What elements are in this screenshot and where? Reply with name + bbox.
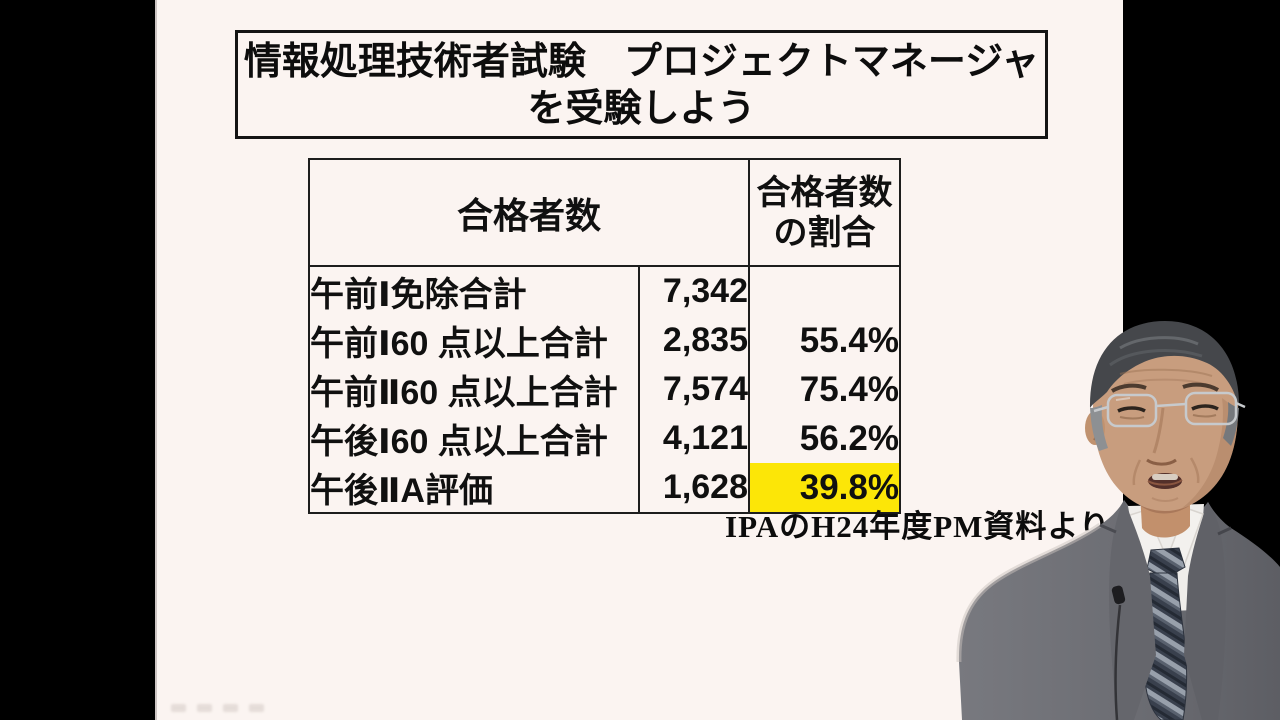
eyelid-left <box>1119 416 1145 420</box>
lapel-notch-left <box>1099 523 1117 534</box>
watermark-marks <box>171 699 275 717</box>
presentation-slide: 情報処理技術者試験 プロジェクトマネージャ を受験しよう 合格者数 合格者数 の… <box>155 0 1123 720</box>
presenter-lapel-right <box>1184 502 1226 720</box>
row-label: 午後Ⅰ60 点以上合計 <box>310 423 608 461</box>
forehead-line <box>1119 368 1213 377</box>
row-percent: 75.4% <box>748 365 900 414</box>
presenter-face-shading <box>1182 398 1238 508</box>
table-row: 午後Ⅰ60 点以上合計 4,121 56.2% <box>309 414 900 463</box>
presenter-sideburn-left <box>1090 405 1108 451</box>
row-count: 4,121 <box>638 414 749 463</box>
hair-streak <box>1119 336 1199 350</box>
table-row: 午前Ⅰ60 点以上合計 2,835 55.4% <box>309 316 900 365</box>
row-count: 7,342 <box>638 266 749 316</box>
hair-streak <box>1109 349 1203 367</box>
nose-line <box>1152 407 1165 454</box>
glasses-glint <box>1115 397 1131 401</box>
presenter-eyebrow-left <box>1110 383 1147 393</box>
row-label: 午後ⅡA評価 <box>310 472 493 510</box>
row-percent: 56.2% <box>748 414 900 463</box>
lip-line <box>1147 479 1183 486</box>
presenter-teeth <box>1152 474 1178 480</box>
presenter-microphone <box>1111 585 1126 720</box>
presenter-face <box>1093 324 1238 511</box>
table-row-highlighted: 午後ⅡA評価 1,628 39.8% <box>309 463 900 513</box>
header-pass-ratio: 合格者数 の割合 <box>748 159 900 267</box>
row-label: 午前Ⅱ60 点以上合計 <box>310 374 618 412</box>
eyelid-right <box>1192 414 1217 418</box>
row-percent-highlighted: 39.8% <box>748 463 900 513</box>
nostril-line <box>1146 458 1177 466</box>
slide-title-box: 情報処理技術者試験 プロジェクトマネージャ を受験しよう <box>235 30 1048 139</box>
row-percent: 55.4% <box>748 316 900 365</box>
nasolabial-right <box>1189 457 1200 484</box>
header-pass-ratio-line1: 合格者数 <box>756 173 893 212</box>
table-row: 午前Ⅰ免除合計 7,342 <box>309 266 900 316</box>
source-caption: IPAのH24年度PM資料より <box>725 509 1111 544</box>
row-count: 1,628 <box>638 463 749 513</box>
slide-title-line2: を受験しよう <box>527 88 756 130</box>
slide-title-line1: 情報処理技術者試験 プロジェクトマネージャ <box>243 41 1040 83</box>
row-label: 午前Ⅰ60 点以上合計 <box>310 325 608 363</box>
row-label: 午前Ⅰ免除合計 <box>310 276 527 314</box>
pass-results-table: 合格者数 合格者数 の割合 午前Ⅰ免除合計 7,342 午前Ⅰ60 点以上合計 … <box>308 158 901 514</box>
table-row: 午前Ⅱ60 点以上合計 7,574 75.4% <box>309 365 900 414</box>
header-pass-ratio-line2: の割合 <box>773 213 876 252</box>
presenter-eye-left <box>1117 406 1146 413</box>
row-count: 7,574 <box>638 365 749 414</box>
row-count: 2,835 <box>638 316 749 365</box>
lapel-notch-right <box>1217 526 1232 536</box>
presenter-eye-right <box>1191 404 1219 411</box>
nasolabial-left <box>1132 459 1142 486</box>
presenter-lapel-left <box>1109 500 1156 720</box>
presenter-shoulder-blur <box>956 522 1102 663</box>
chin-line <box>1151 497 1179 502</box>
presenter-photo <box>956 321 1280 720</box>
header-pass-count: 合格者数 <box>309 159 749 267</box>
row-percent <box>748 266 900 316</box>
presenter-glasses <box>1093 391 1246 428</box>
presenter-eyebrow-right <box>1182 382 1220 392</box>
table-header-row: 合格者数 合格者数 の割合 <box>309 159 900 267</box>
